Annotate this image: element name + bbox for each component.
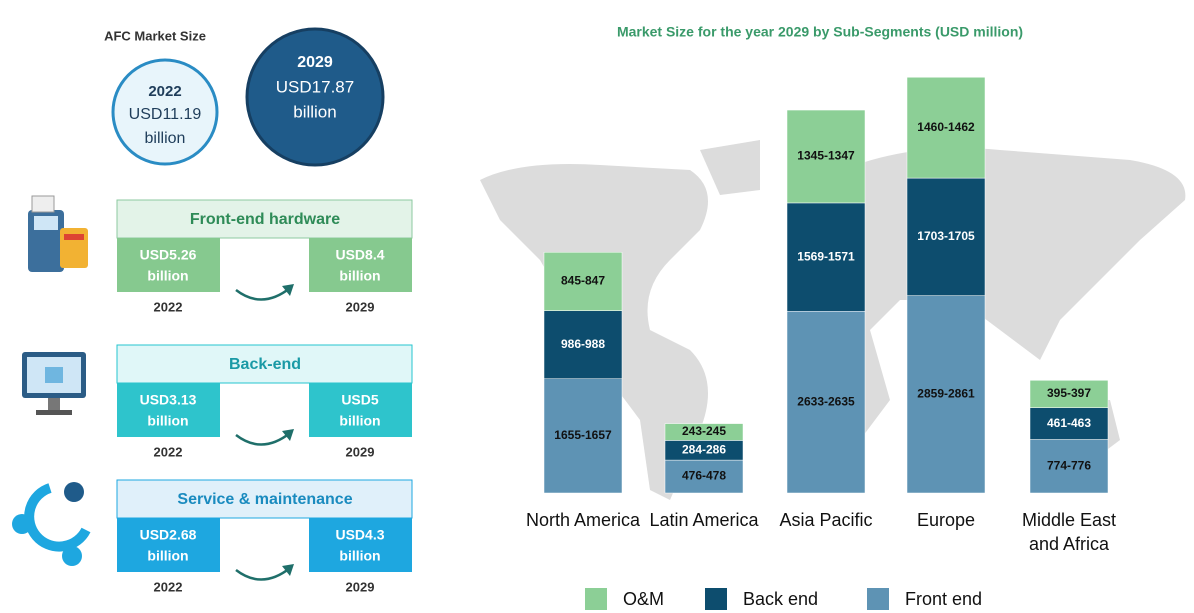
- arrow-head: [282, 429, 294, 441]
- bar-segment: [786, 202, 866, 312]
- segment-year: 2022: [154, 299, 183, 314]
- bar-segment: [1029, 439, 1109, 494]
- category-label: North America: [525, 510, 641, 530]
- bar-label: 845-847: [561, 274, 605, 288]
- circle-2029: [245, 27, 385, 167]
- pos-icon: [28, 195, 88, 272]
- market-size-title: AFC Market Size: [104, 28, 206, 43]
- bar-segment: [786, 109, 866, 204]
- bar-segment: [906, 77, 986, 179]
- segment-unit: billion: [339, 268, 380, 284]
- segment-year: 2022: [154, 444, 183, 459]
- bar-label: 2633-2635: [797, 394, 855, 408]
- bar-label: 395-397: [1047, 386, 1091, 400]
- segment-value: USD8.4: [335, 247, 384, 263]
- arrow: [235, 567, 291, 581]
- segment-header: [116, 199, 413, 239]
- segment-unit: billion: [147, 548, 188, 564]
- circle-unit: billion: [145, 130, 186, 147]
- value-box: [309, 383, 412, 437]
- gear-icon: [12, 482, 91, 566]
- segment-name: Service & maintenance: [177, 491, 352, 508]
- legend-label: Back end: [743, 589, 818, 609]
- circle-2022: [111, 58, 219, 166]
- segment-value: USD5: [341, 392, 379, 408]
- legend-label: O&M: [623, 589, 664, 609]
- value-box: [117, 238, 220, 292]
- legend-swatch: [867, 588, 889, 610]
- category-label: Asia Pacific: [779, 510, 873, 530]
- bar-label: 476-478: [682, 469, 726, 483]
- bar-label: 243-245: [682, 424, 726, 438]
- segment-name: Front-end hardware: [190, 211, 340, 228]
- monitor-icon: [22, 352, 86, 415]
- segment-value: USD2.68: [140, 527, 197, 543]
- arrow-head: [282, 564, 294, 576]
- bar-segment: [543, 252, 623, 311]
- segment-year: 2029: [346, 444, 375, 459]
- segment-year: 2029: [346, 579, 375, 594]
- segment-unit: billion: [147, 268, 188, 284]
- bar-segment: [1029, 380, 1109, 408]
- bar-label: 1569-1571: [797, 249, 855, 263]
- segment-unit: billion: [339, 548, 380, 564]
- circle-value: USD11.19: [129, 106, 202, 123]
- bar-segment: [664, 423, 744, 441]
- segment-header: [116, 344, 413, 384]
- category-label: Europe: [916, 510, 976, 530]
- bar-segment: [543, 378, 623, 494]
- bar-label: 461-463: [1047, 416, 1091, 430]
- circle-year: 2022: [148, 83, 181, 100]
- segment-name: Back-end: [229, 356, 301, 373]
- bar-label: 1655-1657: [554, 428, 612, 442]
- chart-title: Market Size for the year 2029 by Sub-Seg…: [617, 24, 1023, 40]
- bar-label: 774-776: [1047, 458, 1091, 472]
- segment-header: [116, 479, 413, 519]
- category-label: Middle East and Africa: [1021, 510, 1117, 554]
- circle-unit: billion: [293, 102, 336, 121]
- value-box: [309, 238, 412, 292]
- value-box: [117, 518, 220, 572]
- bar-segment: [543, 310, 623, 379]
- bar-label: 284-286: [682, 442, 726, 456]
- value-box: [309, 518, 412, 572]
- bar-label: 1460-1462: [917, 120, 975, 134]
- circle-year: 2029: [297, 54, 333, 71]
- bar-segment: [664, 459, 744, 494]
- legend-swatch: [705, 588, 727, 610]
- bar-label: 986-988: [561, 337, 605, 351]
- legend-swatch: [585, 588, 607, 610]
- category-label: Latin America: [649, 510, 759, 530]
- arrow: [235, 432, 291, 446]
- value-box: [117, 383, 220, 437]
- segment-value: USD5.26: [140, 247, 197, 263]
- bar-segment: [786, 311, 866, 494]
- segment-value: USD4.3: [335, 527, 384, 543]
- segment-year: 2029: [346, 299, 375, 314]
- arrow: [235, 287, 291, 301]
- legend-label: Front end: [905, 589, 982, 609]
- bar-label: 1703-1705: [917, 229, 975, 243]
- arrow-head: [282, 284, 294, 296]
- bar-label: 1345-1347: [797, 149, 855, 163]
- bar-segment: [906, 177, 986, 296]
- bar-label: 2859-2861: [917, 387, 975, 401]
- segment-unit: billion: [339, 413, 380, 429]
- segment-year: 2022: [154, 579, 183, 594]
- bar-segment: [906, 295, 986, 494]
- segment-unit: billion: [147, 413, 188, 429]
- circle-value: USD17.87: [276, 77, 354, 96]
- segment-value: USD3.13: [140, 392, 197, 408]
- bar-segment: [1029, 407, 1109, 440]
